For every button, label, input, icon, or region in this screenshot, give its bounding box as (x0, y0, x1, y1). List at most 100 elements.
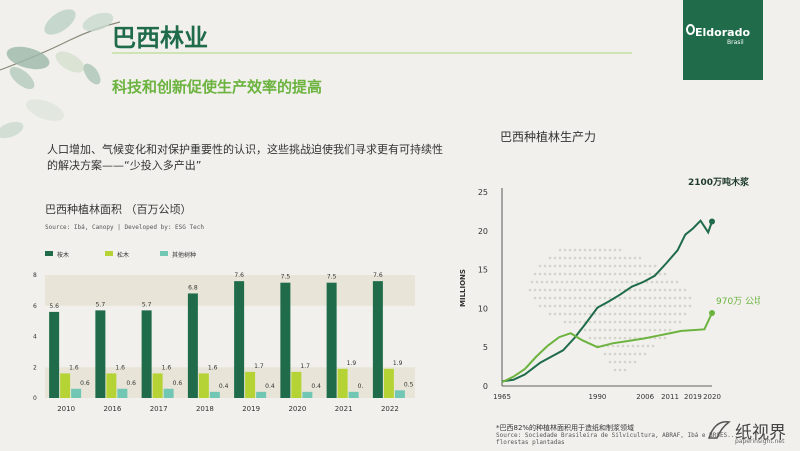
right-chart-title: 巴西种植林生产力 (500, 130, 597, 144)
y-tick-label: 8 (33, 272, 37, 279)
y-tick-label: 20 (478, 227, 488, 236)
x-tick-label: 2020 (703, 393, 721, 401)
bar-label-2-2019: 0.4 (265, 383, 275, 390)
title-underline (112, 52, 632, 54)
bar-2-2020 (302, 391, 313, 398)
x-tick-label: 1990 (589, 393, 607, 401)
bar-2-2017 (163, 388, 174, 398)
x-tick-label: 2019 (242, 405, 260, 413)
bar-label-0-2020: 7.5 (281, 274, 291, 281)
bar-2-2021 (348, 391, 359, 398)
bar-label-2-2020: 0.4 (311, 383, 321, 390)
bar-label-2-2010: 0.6 (80, 380, 90, 387)
page-title: 巴西林业 (112, 24, 208, 52)
bar-label-1-2019: 1.7 (254, 363, 264, 370)
x-tick-label: 2021 (335, 405, 353, 413)
bar-label-1-2020: 1.7 (300, 363, 310, 370)
bar-0-2018 (187, 293, 198, 398)
bar-label-2-2021: 0. (358, 383, 364, 390)
x-tick-label: 2016 (103, 405, 121, 413)
eucalyptus-leaves-decoration (0, 9, 121, 139)
x-tick-label: 2010 (57, 405, 75, 413)
brazil-map-dots (528, 248, 692, 372)
y-tick-label: 25 (478, 188, 488, 197)
bar-1-2020 (291, 371, 302, 398)
legend-label-2: 其他树种 (172, 251, 196, 259)
bar-2-2016 (117, 388, 128, 398)
y-tick-label: 5 (483, 343, 488, 352)
series-label-0: 2100万吨木浆 (688, 176, 750, 188)
bar-label-0-2010: 5.6 (49, 303, 59, 310)
y-tick-label: 15 (478, 266, 488, 275)
bar-2-2019 (256, 391, 267, 398)
x-tick-label: 2017 (150, 405, 168, 413)
left-chart-title: 巴西种植林面积 （百万公顷） (45, 203, 192, 216)
page-subtitle: 科技和创新促使生产效率的提高 (112, 78, 323, 96)
bar-1-2022 (383, 368, 394, 398)
right-chart-footnote: *巴西82%的种植林面积用于造纸和制浆领域 (496, 424, 635, 432)
y-tick-label: 4 (33, 334, 37, 341)
bar-label-0-2021: 7.5 (327, 274, 337, 281)
x-tick-label: 2022 (381, 405, 399, 413)
bar-1-2017 (152, 373, 163, 398)
bar-2-2018 (209, 391, 220, 398)
productivity-line-chart: 0 5 10 15 20 25 1965 1990 2006 2011 2019 2020 MILLIO… (459, 176, 760, 401)
y-tick-label: 0 (33, 395, 37, 402)
x-tick-label: 2019 (684, 393, 702, 401)
series-label-1: 970万 公顷 (716, 296, 760, 307)
legend-label-1: 松木 (117, 251, 129, 259)
y-tick-label: 10 (478, 304, 488, 313)
bar-label-1-2018: 1.6 (208, 364, 218, 371)
bar-0-2016 (95, 310, 106, 398)
legend-swatch-2 (160, 251, 168, 256)
bar-label-0-2017: 5.7 (142, 301, 152, 308)
brand-name: Eldorado (695, 26, 750, 39)
bar-1-2019 (245, 371, 256, 398)
bar-0-2020 (280, 282, 291, 398)
right-chart-source: Source: Sociedade Brasileira de Silvicul… (496, 432, 739, 446)
bar-label-2-2022: 0.5 (404, 381, 414, 388)
legend-swatch-1 (105, 251, 113, 256)
x-tick-label: 2018 (196, 405, 214, 413)
plantation-area-bar-chart: 桉木 松木 其他树种 0 2 4 6 8 2010 5.6 1.6 0.6 2016 5.7 1.6 0.6 2… (33, 251, 415, 413)
bar-1-2018 (198, 373, 209, 398)
bar-2-2010 (71, 388, 82, 398)
y-tick-label: 6 (33, 303, 37, 310)
grid-band-top (45, 275, 415, 306)
bar-label-2-2017: 0.6 (173, 380, 183, 387)
x-tick-label: 2020 (288, 405, 306, 413)
bar-label-1-2010: 1.6 (69, 364, 79, 371)
intro-text: 人口增加、气候变化和对保护重要性的认识，这些挑战迫使我们寻求更有可持续性的解决方… (47, 143, 443, 172)
bar-label-1-2022: 1.9 (393, 360, 403, 367)
bar-label-1-2021: 1.9 (347, 360, 357, 367)
watermark-text: 纸视界 (735, 423, 786, 443)
series-endpoint-0 (709, 218, 715, 225)
watermark-url: paperinsight.net (735, 438, 785, 445)
bar-1-2021 (337, 368, 348, 398)
series-line-1 (501, 312, 713, 384)
bar-label-0-2019: 7.6 (234, 272, 244, 279)
bar-label-0-2018: 6.8 (188, 284, 198, 291)
bar-0-2021 (326, 282, 337, 398)
bar-label-0-2016: 5.7 (96, 301, 106, 308)
bar-label-1-2017: 1.6 (162, 364, 172, 371)
bar-label-2-2018: 0.4 (219, 383, 229, 390)
x-tick-label: 2006 (636, 393, 654, 401)
paperinsight-logo-icon (707, 421, 731, 439)
bar-label-1-2016: 1.6 (115, 364, 125, 371)
y-tick-label: 2 (33, 364, 37, 371)
series-line-0 (501, 219, 713, 383)
x-tick-label: 1965 (493, 393, 511, 401)
bar-0-2019 (234, 281, 245, 398)
bar-label-0-2022: 7.6 (373, 272, 383, 279)
bar-0-2022 (372, 281, 383, 398)
x-tick-label: 2011 (661, 393, 679, 401)
y-axis-label: MILLIONS (459, 269, 467, 307)
legend-label-0: 桉木 (57, 251, 69, 259)
bar-0-2017 (141, 310, 152, 398)
bar-2-2022 (394, 390, 405, 398)
bar-1-2010 (60, 373, 71, 398)
legend-swatch-0 (45, 251, 53, 256)
eldorado-logo-icon (686, 24, 695, 35)
bar-label-2-2016: 0.6 (126, 380, 136, 387)
